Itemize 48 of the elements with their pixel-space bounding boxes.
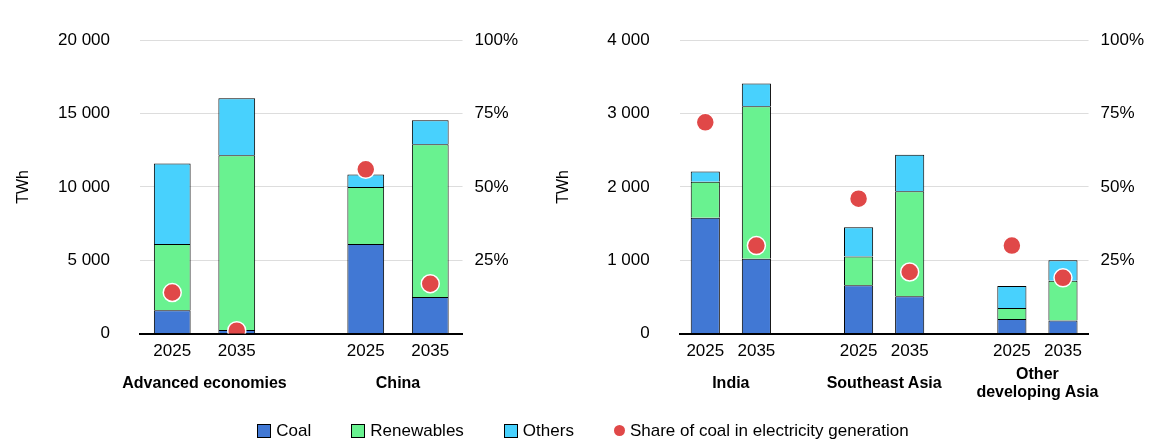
y2-tick-label: 25%: [1100, 249, 1135, 269]
y2-tick-label: 50%: [474, 176, 509, 196]
y-tick-label: 20 000: [58, 29, 110, 49]
y2-tick-label: 100%: [1100, 29, 1144, 49]
y-tick-label: 1 000: [607, 249, 650, 269]
text: China: [375, 374, 421, 392]
point: [746, 235, 767, 256]
x-tick-label: 2025: [686, 341, 725, 361]
x-tick-label: 2025: [992, 341, 1031, 361]
point: [1002, 235, 1022, 256]
y2-tick-label: 25%: [474, 249, 509, 269]
point: [162, 282, 182, 303]
point: [420, 273, 441, 294]
x-tick-label: 2025: [153, 341, 192, 361]
x-tick-label: 2035: [1044, 341, 1082, 361]
x-tick-label: 2035: [217, 341, 256, 361]
text: Other developing Asia: [976, 365, 1099, 401]
x-tick-label: 2035: [737, 341, 776, 361]
point: [356, 159, 376, 180]
y-tick-label: 3 000: [607, 103, 650, 123]
x-tick-label: 2035: [411, 341, 450, 361]
point: [899, 262, 920, 282]
y-axis-title: TWh: [554, 170, 572, 204]
y2-tick-label: 50%: [1100, 176, 1135, 196]
y-tick-label: 0: [100, 323, 110, 343]
legend-label: Coal: [276, 421, 312, 440]
legend-label: Renewables: [370, 421, 464, 440]
point: [848, 188, 869, 209]
y2-tick-label: 75%: [474, 103, 509, 123]
x-tick-label: 2025: [839, 341, 878, 361]
y-tick-label: 10 000: [58, 176, 110, 196]
point: [695, 112, 716, 133]
x-tick-label: 2025: [346, 341, 385, 361]
point: [1053, 268, 1073, 288]
text: India: [712, 374, 750, 392]
y2-tick-label: 75%: [1100, 103, 1135, 123]
y-tick-label: 0: [640, 323, 650, 343]
x-tick-label: 2035: [890, 341, 929, 361]
legend-label: Others: [522, 421, 574, 440]
y-tick-label: 4 000: [607, 29, 650, 49]
text: Advanced economies: [122, 374, 287, 392]
y-tick-label: 2 000: [607, 176, 650, 196]
text: Southeast Asia: [826, 374, 942, 392]
y-axis-title: TWh: [14, 170, 32, 204]
y-tick-label: 5 000: [67, 249, 110, 269]
y-tick-label: 15 000: [58, 103, 110, 123]
legend-label: Share of coal in electricity generation: [629, 421, 909, 440]
y2-tick-label: 100%: [474, 29, 518, 49]
